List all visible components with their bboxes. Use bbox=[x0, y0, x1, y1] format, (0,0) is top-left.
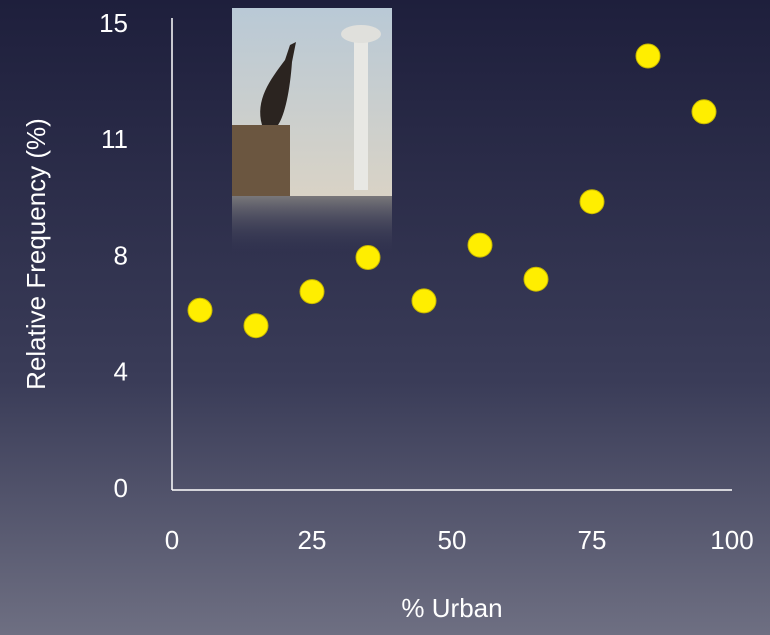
y-tick-label: 4 bbox=[114, 357, 128, 387]
point bbox=[299, 279, 325, 305]
x-tick-label: 100 bbox=[710, 525, 753, 555]
point bbox=[355, 245, 381, 270]
y-tick-label: 15 bbox=[99, 8, 128, 38]
point bbox=[691, 99, 717, 125]
y-axis-label: Relative Frequency (%) bbox=[21, 118, 51, 390]
point bbox=[579, 189, 605, 215]
point bbox=[243, 313, 269, 339]
point bbox=[411, 288, 437, 314]
x-tick-label: 75 bbox=[578, 525, 607, 555]
y-tick-label: 8 bbox=[114, 240, 128, 270]
x-tick-label: 25 bbox=[298, 525, 327, 555]
photo bbox=[232, 8, 392, 252]
y-tick-label: 11 bbox=[101, 124, 128, 154]
point bbox=[523, 266, 549, 292]
x-tick-label: 50 bbox=[438, 525, 467, 555]
point bbox=[467, 232, 493, 258]
x-axis-label: % Urban bbox=[401, 593, 502, 623]
point bbox=[187, 297, 213, 323]
point bbox=[635, 43, 661, 69]
y-tick-label: 0 bbox=[114, 473, 128, 503]
x-tick-label: 0 bbox=[165, 525, 179, 555]
